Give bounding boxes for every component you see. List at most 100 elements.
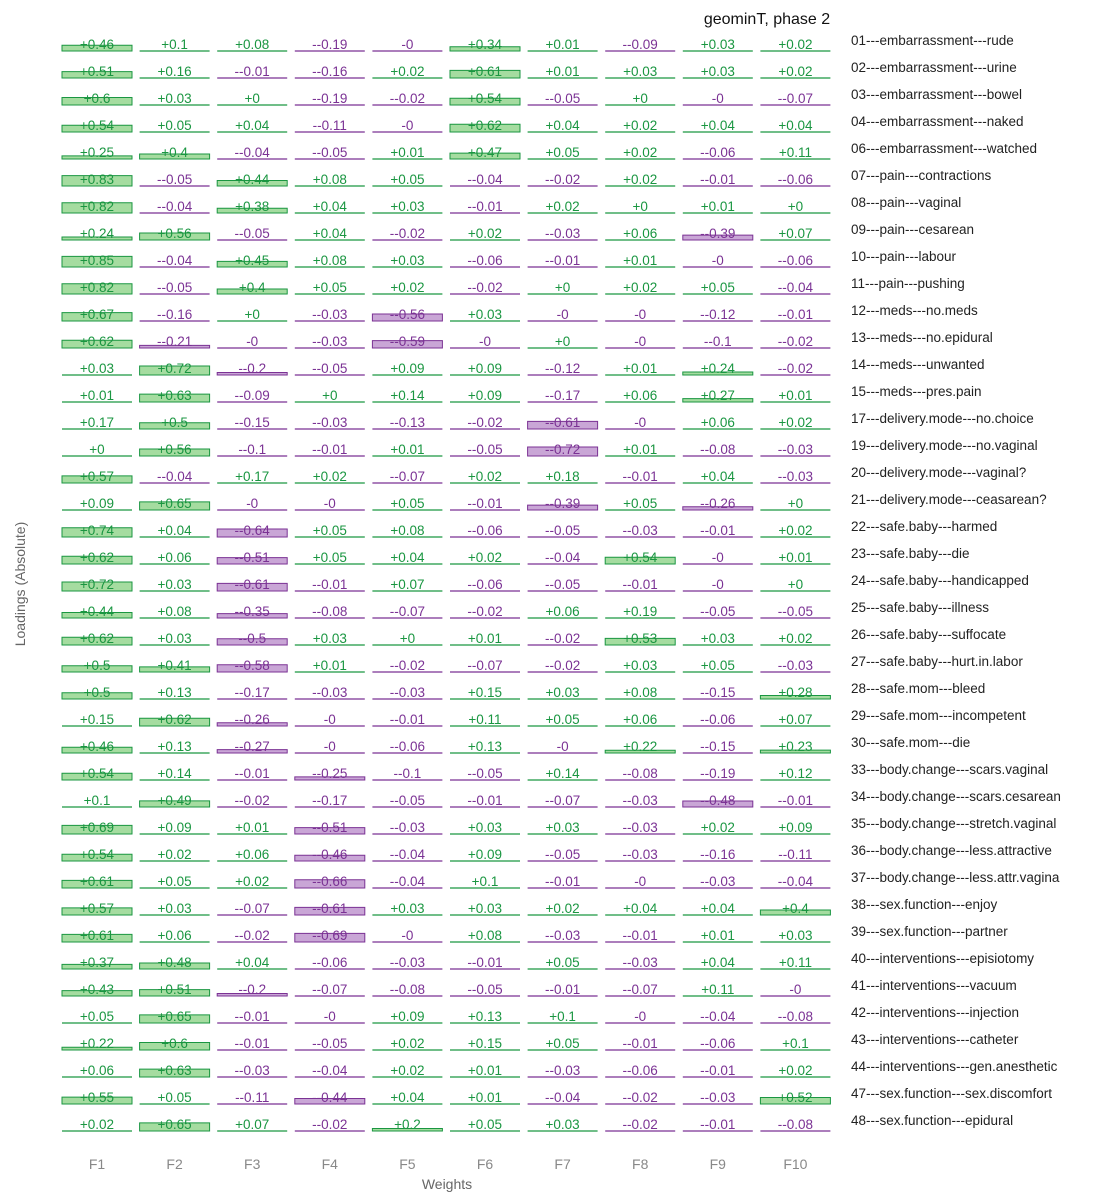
loading-bar bbox=[61, 879, 133, 889]
loading-bar bbox=[294, 776, 366, 781]
loading-value: +0.03 bbox=[546, 1117, 580, 1132]
loading-value: +0.03 bbox=[623, 64, 657, 79]
loading-value: +0.61 bbox=[468, 64, 502, 79]
loading-value: +0.01 bbox=[701, 928, 735, 943]
loading-value: +0.01 bbox=[778, 388, 812, 403]
loading-value: --0.08 bbox=[778, 1009, 813, 1024]
row-label: 44---interventions---gen.anesthetic bbox=[851, 1059, 1058, 1074]
loading-value: --0.03 bbox=[312, 334, 347, 349]
column-label: F7 bbox=[554, 1156, 571, 1172]
loading-value: +0.04 bbox=[778, 118, 813, 133]
loading-value: +0.01 bbox=[390, 442, 424, 457]
loading-bar bbox=[139, 153, 211, 160]
loading-value: +0.62 bbox=[468, 118, 502, 133]
row-label: 39---sex.function---partner bbox=[851, 924, 1008, 939]
loading-value: +0.85 bbox=[80, 253, 114, 268]
loading-value: --0.01 bbox=[623, 1036, 658, 1051]
loading-bar bbox=[449, 69, 521, 79]
loading-value: +0 bbox=[788, 199, 803, 214]
loading-value: --0.02 bbox=[467, 415, 502, 430]
loading-value: +0.57 bbox=[80, 469, 114, 484]
loading-value: +0.01 bbox=[546, 64, 580, 79]
loading-value: --0.05 bbox=[157, 280, 192, 295]
loading-bar bbox=[139, 800, 211, 808]
loading-value: --0.02 bbox=[312, 1117, 347, 1132]
loading-value: +0.06 bbox=[623, 388, 657, 403]
loading-value: +0.34 bbox=[468, 37, 503, 52]
loading-value: +0.04 bbox=[158, 523, 193, 538]
row-label: 21---delivery.mode---ceasarean? bbox=[851, 492, 1047, 507]
loading-value: --0.06 bbox=[623, 1063, 658, 1078]
loading-bar bbox=[294, 906, 366, 916]
loading-value: --0.04 bbox=[778, 874, 814, 889]
loading-value: --0.08 bbox=[312, 604, 347, 619]
loading-value: +0.57 bbox=[80, 901, 114, 916]
loading-value: +0.09 bbox=[778, 820, 812, 835]
loading-value: +0.1 bbox=[782, 1036, 809, 1051]
loading-value: --0.15 bbox=[235, 415, 270, 430]
loading-value: +0.02 bbox=[80, 1117, 114, 1132]
loading-bar bbox=[61, 692, 133, 700]
loading-bar bbox=[449, 46, 521, 52]
loading-value: --0.01 bbox=[235, 1009, 270, 1024]
loading-bar bbox=[216, 664, 288, 673]
loading-value: --0.01 bbox=[623, 577, 658, 592]
loading-bar bbox=[682, 371, 754, 376]
loading-value: --0.04 bbox=[778, 280, 814, 295]
loading-value: +0.25 bbox=[80, 145, 114, 160]
cells-group: +0.46 +0.1 +0.08 --0.19 -0 +0.34 +0.01 --0.09 +0… bbox=[61, 37, 831, 1132]
loading-value: --0.06 bbox=[312, 955, 347, 970]
loading-bar bbox=[139, 422, 211, 430]
loading-value: --0.11 bbox=[235, 1090, 269, 1105]
loading-value: +0.02 bbox=[623, 145, 657, 160]
loading-value: -0 bbox=[324, 739, 336, 754]
loading-value: --0.01 bbox=[700, 523, 735, 538]
row-label: 20---delivery.mode---vaginal? bbox=[851, 465, 1026, 480]
loading-value: +0.14 bbox=[546, 766, 581, 781]
loading-value: +0.06 bbox=[623, 712, 657, 727]
loading-value: +0.08 bbox=[468, 928, 502, 943]
loading-bar bbox=[682, 398, 754, 403]
loading-value: --0.35 bbox=[235, 604, 270, 619]
loading-value: --0.66 bbox=[312, 874, 347, 889]
row-label: 29---safe.mom---incompetent bbox=[851, 708, 1026, 723]
loading-value: +0.07 bbox=[778, 226, 812, 241]
loading-value: --0.04 bbox=[545, 1090, 581, 1105]
loading-value: +0.09 bbox=[468, 388, 502, 403]
loading-value: +0.08 bbox=[235, 37, 269, 52]
loading-value: +0.44 bbox=[235, 172, 270, 187]
loading-value: +0.16 bbox=[158, 64, 192, 79]
loading-value: -0 bbox=[712, 91, 724, 106]
loading-value: +0.24 bbox=[701, 361, 736, 376]
loading-value: +0.03 bbox=[313, 631, 347, 646]
loading-value: --0.02 bbox=[623, 1090, 658, 1105]
loading-bar bbox=[604, 637, 676, 646]
loading-value: +0.28 bbox=[778, 685, 812, 700]
loading-value: +0.15 bbox=[80, 712, 114, 727]
loading-bar bbox=[61, 202, 133, 214]
row-labels-group: 01---embarrassment---rude 02---embarrassm… bbox=[851, 33, 1061, 1128]
loading-bar bbox=[139, 232, 211, 241]
row-label: 40---interventions---episiotomy bbox=[851, 951, 1034, 966]
loading-value: --0.05 bbox=[390, 793, 425, 808]
loading-value: +0.62 bbox=[158, 712, 192, 727]
loading-value: --0.08 bbox=[700, 442, 735, 457]
loading-value: +0.02 bbox=[778, 523, 812, 538]
loading-value: +0.4 bbox=[239, 280, 266, 295]
loading-value: --0.02 bbox=[390, 91, 425, 106]
loading-value: --0.64 bbox=[235, 523, 271, 538]
loading-value: +0.05 bbox=[390, 172, 424, 187]
chart-title: geominT, phase 2 bbox=[704, 11, 830, 28]
loading-value: --0.03 bbox=[312, 307, 347, 322]
loading-value: --0.06 bbox=[700, 1036, 735, 1051]
loading-value: --0.58 bbox=[235, 658, 270, 673]
loading-value: +0.05 bbox=[313, 280, 347, 295]
loading-value: +0.48 bbox=[158, 955, 192, 970]
loading-value: +0.03 bbox=[778, 928, 812, 943]
loading-value: --0.03 bbox=[545, 226, 580, 241]
loading-bar bbox=[371, 313, 443, 322]
row-label: 33---body.change---scars.vaginal bbox=[851, 762, 1048, 777]
row-label: 06---embarrassment---watched bbox=[851, 141, 1037, 156]
loading-value: +0.09 bbox=[158, 820, 192, 835]
loading-bar bbox=[371, 340, 443, 349]
